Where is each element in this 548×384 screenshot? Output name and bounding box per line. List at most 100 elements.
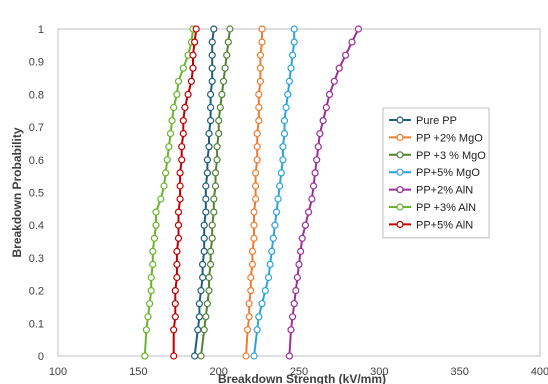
legend-item: PP +2% MgO [389, 132, 483, 144]
data-point [247, 273, 255, 282]
y-tick-label: 0 [38, 351, 44, 363]
data-point [197, 287, 205, 295]
data-point [253, 326, 261, 334]
legend-item: PP +3 % MgO [389, 150, 486, 162]
plot-border [57, 28, 541, 357]
data-point [208, 51, 216, 59]
data-point [149, 260, 157, 268]
data-point [207, 90, 215, 99]
series-1 [191, 25, 218, 360]
series-5 [285, 25, 362, 360]
data-point [187, 77, 195, 85]
series-6 [141, 25, 197, 360]
data-point [250, 221, 258, 229]
data-point [195, 313, 203, 321]
data-point [282, 103, 290, 112]
data-point [221, 64, 229, 72]
data-point [160, 182, 168, 190]
data-point [184, 90, 192, 99]
data-point [192, 25, 200, 33]
x-axis-title: Breakdown Strength (kV/mm) [218, 372, 386, 384]
data-point [208, 64, 216, 72]
data-point [253, 143, 261, 151]
x-tick-label: 400 [531, 366, 548, 378]
data-point [219, 77, 228, 85]
legend-label: PP+5% AlN [416, 219, 473, 231]
data-point [203, 300, 211, 308]
data-point [199, 260, 207, 268]
series-7 [170, 25, 200, 360]
data-point [200, 221, 208, 229]
data-point [316, 130, 324, 138]
data-point [301, 221, 309, 229]
legend: Pure PP PP +2% MgO PP +3 % MgO PP+5% MgO PP+… [382, 107, 490, 239]
data-point [342, 51, 350, 59]
data-point [176, 169, 184, 177]
legend-label: PP+2% AlN [416, 185, 473, 197]
data-point [272, 208, 281, 216]
data-point [266, 260, 274, 268]
y-tick-label: 1 [38, 24, 44, 36]
data-point [280, 130, 289, 138]
data-point [255, 103, 263, 112]
legend-marker [396, 186, 404, 194]
data-point [213, 143, 221, 151]
legend-label: PP +2% MgO [416, 132, 483, 144]
y-tick-label: 0.3 [29, 253, 44, 265]
data-point [200, 247, 208, 255]
data-point [258, 38, 266, 46]
data-point [152, 221, 160, 229]
legend-marker [396, 133, 404, 141]
data-point [147, 273, 155, 282]
data-point [203, 169, 211, 177]
data-point [203, 156, 211, 164]
series-2 [242, 25, 266, 360]
data-point [311, 169, 319, 177]
data-point [170, 352, 178, 360]
x-tick-label: 300 [370, 366, 388, 378]
data-point [256, 51, 264, 59]
data-point [245, 300, 253, 308]
data-point [297, 247, 305, 255]
series-4 [250, 25, 298, 360]
data-point [268, 247, 276, 255]
data-point [149, 247, 157, 255]
legend-marker [396, 168, 404, 176]
data-point [213, 156, 221, 164]
data-point [205, 273, 213, 282]
data-point [202, 208, 210, 216]
data-point [216, 103, 224, 112]
data-point [290, 300, 298, 308]
data-point [322, 103, 330, 112]
data-point [173, 247, 181, 255]
data-point [195, 300, 203, 308]
data-point [194, 326, 202, 334]
data-point [176, 182, 184, 190]
legend-label: PP +3 % MgO [416, 150, 486, 162]
data-point [210, 25, 218, 33]
x-tick-label: 100 [49, 366, 67, 378]
data-point [289, 51, 297, 59]
data-point [280, 116, 289, 125]
data-point [247, 287, 255, 295]
data-point [252, 195, 260, 203]
data-point [181, 103, 189, 112]
data-point [199, 273, 207, 282]
data-point [197, 352, 205, 360]
data-point [163, 156, 171, 164]
data-point [210, 208, 218, 216]
data-point [150, 234, 158, 242]
data-point [171, 313, 179, 321]
data-point [202, 313, 210, 321]
data-point [191, 352, 199, 360]
data-point [261, 287, 269, 295]
data-point [271, 221, 279, 229]
data-point [274, 195, 282, 203]
data-point [166, 130, 175, 138]
data-point [305, 208, 313, 216]
data-point [205, 143, 213, 151]
y-tick-label: 0.6 [29, 155, 44, 167]
data-point [208, 221, 216, 229]
data-point [210, 195, 218, 203]
